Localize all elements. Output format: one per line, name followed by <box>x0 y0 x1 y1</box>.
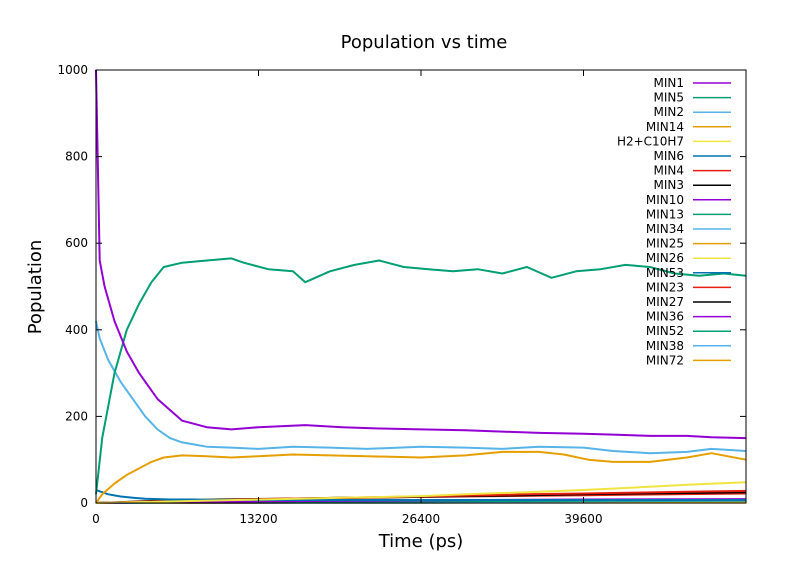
legend-label: MIN52 <box>646 324 684 338</box>
legend-label: MIN10 <box>646 193 684 207</box>
chart-title: Population vs time <box>341 32 508 53</box>
legend-label: MIN38 <box>646 339 684 353</box>
axes-layer: 0 13200 26400 39600 0 200 400 600 800 1000 <box>57 63 747 526</box>
legend-label: H2+C10H7 <box>617 134 684 148</box>
legend-label: MIN34 <box>646 222 684 236</box>
legend-label: MIN72 <box>646 353 684 367</box>
y-tick-label: 1000 <box>57 63 88 77</box>
x-axis-label: Time (ps) <box>378 531 464 552</box>
series-line-min6 <box>95 489 746 501</box>
series-line-min5 <box>95 257 747 495</box>
series-line-h2-c10h7 <box>95 481 747 504</box>
legend-label: MIN26 <box>646 251 684 265</box>
legend-label: MIN23 <box>646 280 684 294</box>
legend-label: MIN6 <box>653 149 684 163</box>
y-axis-label: Population <box>25 240 46 335</box>
y-tick-label: 400 <box>65 323 88 337</box>
series-line-min1 <box>95 69 747 440</box>
x-tick-label: 26400 <box>402 512 440 526</box>
x-tick-label: 39600 <box>564 512 602 526</box>
legend-label: MIN4 <box>653 164 684 178</box>
y-tick-label: 800 <box>65 150 88 164</box>
legend-label: MIN25 <box>646 237 684 251</box>
legend-label: MIN27 <box>646 295 684 309</box>
legend-label: MIN1 <box>653 76 684 90</box>
legend: MIN1MIN5MIN2MIN14H2+C10H7MIN6MIN4MIN3MIN… <box>617 76 731 367</box>
y-tick-label: 0 <box>80 496 88 510</box>
series-line-min14 <box>95 450 747 504</box>
legend-label: MIN2 <box>653 105 684 119</box>
legend-label: MIN3 <box>653 178 684 192</box>
legend-label: MIN36 <box>646 310 684 324</box>
y-tick-label: 600 <box>65 236 88 250</box>
series-line-min2 <box>95 320 747 455</box>
y-tick-label: 200 <box>65 409 88 423</box>
legend-label: MIN53 <box>646 266 684 280</box>
x-tick-label: 13200 <box>239 512 277 526</box>
series-layer <box>95 69 747 504</box>
legend-label: MIN5 <box>653 91 684 105</box>
x-tick-label: 0 <box>92 512 100 526</box>
legend-label: MIN13 <box>646 207 684 221</box>
legend-label: MIN14 <box>646 120 684 134</box>
